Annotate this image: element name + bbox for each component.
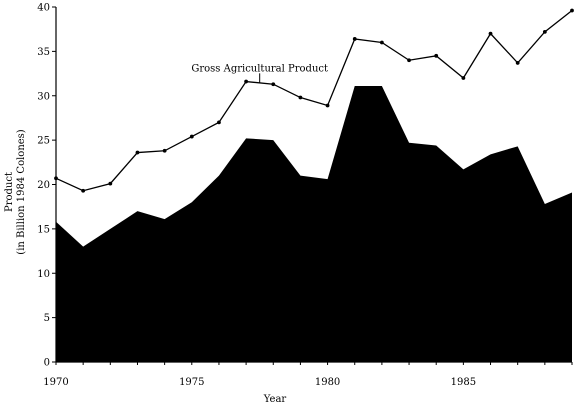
line-point xyxy=(298,95,303,100)
line-point xyxy=(434,53,439,58)
line-point xyxy=(515,61,520,65)
y-tick-label: 0 xyxy=(44,358,50,369)
line-point xyxy=(407,58,411,63)
line-point xyxy=(189,134,194,139)
y-axis-title-line1: Product xyxy=(4,172,15,212)
y-tick-label: 10 xyxy=(37,269,50,280)
line-point xyxy=(461,76,466,80)
line-point xyxy=(162,148,167,153)
line-point xyxy=(542,29,547,34)
y-tick-label: 40 xyxy=(37,3,50,14)
x-tick-label: 1970 xyxy=(43,377,68,388)
line-point xyxy=(135,150,140,155)
line-point xyxy=(570,8,574,13)
axis-layer: 0 5 10 15 20 25 30 35 40 1970 1975 1980 1985 Gross Ag… xyxy=(37,3,573,388)
line-point xyxy=(217,120,221,125)
line-point xyxy=(352,37,357,41)
plot-layer xyxy=(54,8,574,363)
line-point xyxy=(271,82,276,87)
y-tick-label: 20 xyxy=(37,180,50,191)
line-series xyxy=(55,10,573,192)
line-point xyxy=(81,188,86,193)
line-point xyxy=(488,31,493,36)
y-tick-label: 30 xyxy=(37,91,50,102)
y-tick-label: 5 xyxy=(44,313,50,324)
line-point xyxy=(325,103,330,108)
y-tick-label: 15 xyxy=(37,224,50,235)
line-point xyxy=(244,79,249,84)
area-series-fill xyxy=(56,85,572,363)
line-point xyxy=(379,40,384,45)
x-tick-label: 1975 xyxy=(179,377,204,388)
y-tick-label: 25 xyxy=(37,136,50,147)
y-axis-title-line2: (in Billion 1984 Colones) xyxy=(16,129,27,255)
x-tick-label: 1985 xyxy=(451,377,476,388)
annotation-label: Gross Agricultural Product xyxy=(191,63,328,74)
y-tick-label: 35 xyxy=(37,47,50,58)
line-point xyxy=(108,181,113,186)
x-tick-label: 1980 xyxy=(315,377,340,388)
x-axis-title: Year xyxy=(263,394,287,405)
